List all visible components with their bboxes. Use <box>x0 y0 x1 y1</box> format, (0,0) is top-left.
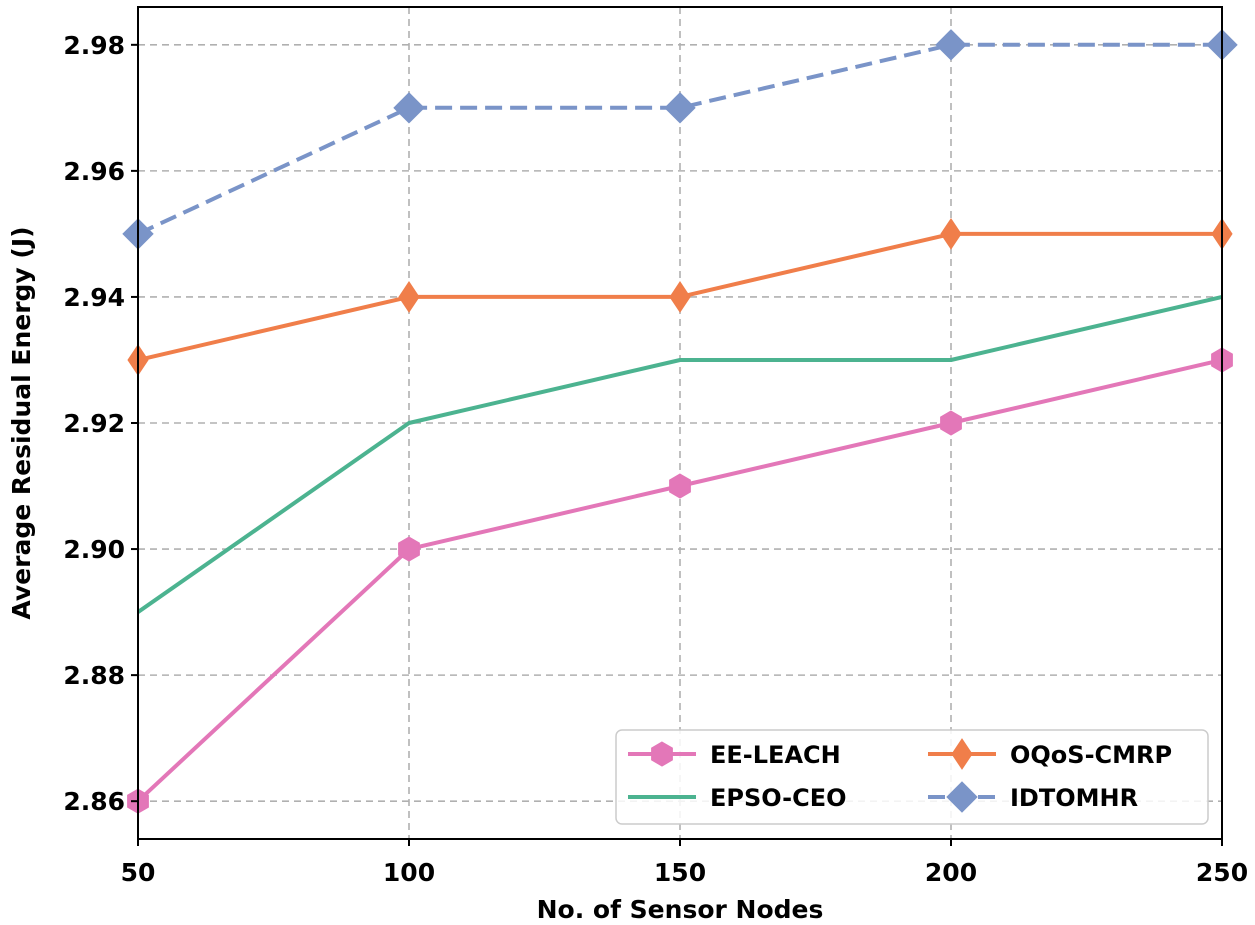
y-tick-label: 2.94 <box>63 283 125 312</box>
series-line-epso-ceo <box>138 294 1222 614</box>
data-point-idtomhr <box>393 92 425 124</box>
y-tick-label: 2.96 <box>63 157 125 186</box>
legend-marker-idtomhr <box>946 781 978 813</box>
legend-label-ee-leach: EE-LEACH <box>710 741 841 769</box>
tick-layer: 50 100 150 200 250 2.86 2.88 2.90 2.92 2.94 2.96 2.… <box>63 31 1248 887</box>
legend-label-idtomhr: IDTOMHR <box>1010 784 1138 812</box>
data-point-ee-leach <box>669 473 691 499</box>
grid <box>137 7 1223 839</box>
legend-marker-ee-leach <box>651 741 673 767</box>
data-point-idtomhr <box>935 29 967 61</box>
legend-label-oqos-cmrp: OQoS-CMRP <box>1010 741 1172 769</box>
y-tick-label: 2.86 <box>63 787 125 816</box>
data-point-ee-leach <box>940 410 962 436</box>
series-line-idtomhr <box>138 42 1222 236</box>
legend: EE-LEACH OQoS-CMRP EPSO-CEO IDTOMHR <box>615 729 1209 825</box>
x-tick-label: 200 <box>925 858 977 887</box>
data-point-ee-leach <box>398 536 420 562</box>
legend-marker-oqos-cmrp <box>951 738 973 770</box>
x-tick-label: 250 <box>1196 858 1248 887</box>
legend-box <box>615 729 1209 825</box>
x-tick-label: 100 <box>383 858 435 887</box>
data-point-oqos-cmrp <box>398 281 420 313</box>
x-tick-label: 150 <box>654 858 706 887</box>
x-axis-label: No. of Sensor Nodes <box>537 895 824 924</box>
legend-label-epso-ceo: EPSO-CEO <box>710 784 847 812</box>
data-point-oqos-cmrp <box>669 281 691 313</box>
y-axis-label: Average Residual Energy (J) <box>7 226 36 619</box>
data-point-idtomhr <box>664 92 696 124</box>
x-tick-label: 50 <box>121 858 156 887</box>
y-tick-label: 2.90 <box>63 535 125 564</box>
y-tick-label: 2.88 <box>63 661 125 690</box>
y-tick-label: 2.98 <box>63 31 125 60</box>
data-point-oqos-cmrp <box>940 218 962 250</box>
y-tick-label: 2.92 <box>63 409 125 438</box>
